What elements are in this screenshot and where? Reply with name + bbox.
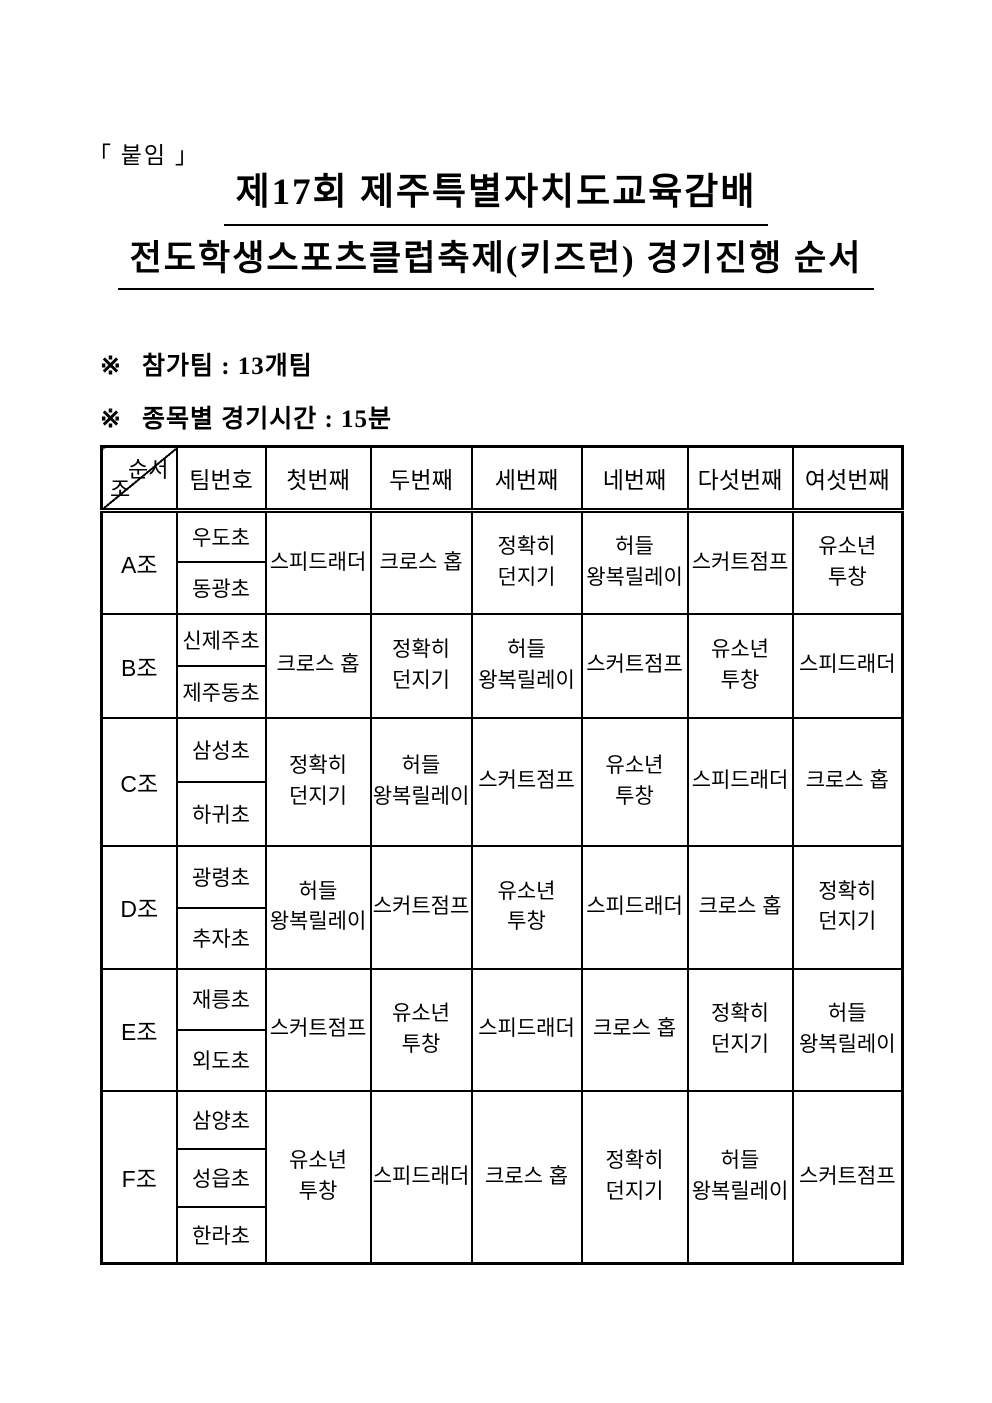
corner-cell: 순서 조 bbox=[100, 445, 178, 513]
event-cell: 유소년 투창 bbox=[264, 1089, 372, 1265]
team-cell: 제주동초 bbox=[175, 664, 267, 719]
column-header-third: 세번째 bbox=[470, 445, 583, 513]
column-header-first: 첫번째 bbox=[264, 445, 372, 513]
column-header-sixth: 여섯번째 bbox=[791, 445, 904, 513]
column-header-second: 두번째 bbox=[369, 445, 473, 513]
table-row: D조 광령초 허들 왕복릴레이 스커트점프 유소년 투창 스피드래더 크로스 홉… bbox=[100, 844, 904, 970]
event-cell: 정확히 던지기 bbox=[791, 844, 904, 970]
corner-label-group: 조 bbox=[110, 477, 131, 502]
event-cell: 정확히 던지기 bbox=[369, 612, 473, 719]
team-cell: 외도초 bbox=[175, 1028, 267, 1092]
event-cell: 허들 왕복릴레이 bbox=[369, 716, 473, 847]
attachment-label: 「 붙임 」 bbox=[88, 143, 200, 168]
event-cell: 유소년 투창 bbox=[580, 716, 689, 847]
event-cell: 크로스 홉 bbox=[791, 716, 904, 847]
group-name-cell: E조 bbox=[100, 967, 178, 1092]
event-cell: 정확히 던지기 bbox=[264, 716, 372, 847]
team-cell: 삼양초 bbox=[175, 1089, 267, 1150]
notes-section: ※ 참가팀 : 13개팀 ※ 종목별 경기시간 : 15분 bbox=[100, 346, 392, 452]
reference-mark-icon: ※ bbox=[100, 353, 122, 380]
event-cell: 허들 왕복릴레이 bbox=[470, 612, 583, 719]
event-cell: 스피드래더 bbox=[470, 967, 583, 1092]
corner-label-order: 순서 bbox=[128, 457, 169, 482]
table-row: 동광초 bbox=[102, 560, 903, 615]
event-cell: 크로스 홉 bbox=[369, 509, 473, 615]
table-row: C조 삼성초 정확히 던지기 허들 왕복릴레이 스커트점프 유소년 투창 스피드… bbox=[100, 716, 904, 847]
page-title-line2: 전도학생스포츠클럽축제(키즈런) 경기진행 순서 bbox=[117, 239, 875, 290]
event-cell: 유소년 투창 bbox=[686, 612, 794, 719]
team-cell: 우도초 bbox=[175, 509, 267, 563]
event-cell: 허들 왕복릴레이 bbox=[580, 509, 689, 615]
group-name-cell: A조 bbox=[100, 509, 178, 615]
event-cell: 크로스 홉 bbox=[580, 967, 689, 1092]
event-cell: 유소년 투창 bbox=[470, 844, 583, 970]
group-name-cell: F조 bbox=[100, 1089, 178, 1265]
event-cell: 크로스 홉 bbox=[470, 1089, 583, 1265]
reference-mark-icon: ※ bbox=[100, 406, 122, 433]
event-cell: 스피드래더 bbox=[369, 1089, 473, 1265]
team-cell: 하귀초 bbox=[175, 780, 267, 847]
team-cell: 재릉초 bbox=[175, 967, 267, 1031]
event-cell: 정확히 던지기 bbox=[686, 967, 794, 1092]
page-title-line1: 제17회 제주특별자치도교육감배 bbox=[223, 172, 769, 226]
event-cell: 스피드래더 bbox=[580, 844, 689, 970]
title-block: 제17회 제주특별자치도교육감배 전도학생스포츠클럽축제(키즈런) 경기진행 순… bbox=[0, 172, 992, 290]
column-header-fourth: 네번째 bbox=[580, 445, 689, 513]
event-cell: 정확히 던지기 bbox=[580, 1089, 689, 1265]
group-name-cell: D조 bbox=[100, 844, 178, 970]
table-row: 성읍초 bbox=[102, 1147, 903, 1208]
group-name-cell: C조 bbox=[100, 716, 178, 847]
event-cell: 크로스 홉 bbox=[686, 844, 794, 970]
event-cell: 스커트점프 bbox=[470, 716, 583, 847]
table-row: 한라초 bbox=[102, 1205, 903, 1265]
event-cell: 허들 왕복릴레이 bbox=[686, 1089, 794, 1265]
note-participants-text: 참가팀 : 13개팀 bbox=[141, 353, 313, 380]
event-cell: 정확히 던지기 bbox=[470, 509, 583, 615]
event-cell: 스커트점프 bbox=[686, 509, 794, 615]
table-row: 제주동초 bbox=[102, 664, 903, 719]
team-cell: 신제주초 bbox=[175, 612, 267, 667]
event-cell: 유소년 투창 bbox=[791, 509, 904, 615]
column-header-fifth: 다섯번째 bbox=[686, 445, 794, 513]
header-row: 순서 조 팀번호 첫번째 두번째 세번째 네번째 다섯번째 여섯번째 bbox=[100, 445, 904, 513]
schedule-table: 순서 조 팀번호 첫번째 두번째 세번째 네번째 다섯번째 여섯번째 A조 우도… bbox=[100, 445, 904, 1265]
team-cell: 삼성초 bbox=[175, 716, 267, 783]
event-cell: 허들 왕복릴레이 bbox=[791, 967, 904, 1092]
event-cell: 스커트점프 bbox=[264, 967, 372, 1092]
event-cell: 스커트점프 bbox=[580, 612, 689, 719]
note-participants: ※ 참가팀 : 13개팀 bbox=[100, 346, 392, 382]
table-row: B조 신제주초 크로스 홉 정확히 던지기 허들 왕복릴레이 스커트점프 유소년… bbox=[100, 612, 904, 719]
event-cell: 유소년 투창 bbox=[369, 967, 473, 1092]
table-row: 추자초 bbox=[102, 906, 903, 970]
table-row: 외도초 bbox=[102, 1028, 903, 1092]
table-row: F조 삼양초 유소년 투창 스피드래더 크로스 홉 정확히 던지기 허들 왕복릴… bbox=[100, 1089, 904, 1265]
event-cell: 크로스 홉 bbox=[264, 612, 372, 719]
event-cell: 스피드래더 bbox=[686, 716, 794, 847]
group-name-cell: B조 bbox=[100, 612, 178, 719]
team-cell: 광령초 bbox=[175, 844, 267, 909]
event-cell: 스피드래더 bbox=[791, 612, 904, 719]
table-row: A조 우도초 스피드래더 크로스 홉 정확히 던지기 허들 왕복릴레이 스커트점… bbox=[100, 509, 904, 615]
table-row: E조 재릉초 스커트점프 유소년 투창 스피드래더 크로스 홉 정확히 던지기 … bbox=[100, 967, 904, 1092]
team-cell: 한라초 bbox=[175, 1205, 267, 1265]
team-cell: 추자초 bbox=[175, 906, 267, 970]
event-cell: 스커트점프 bbox=[791, 1089, 904, 1265]
column-header-team-number: 팀번호 bbox=[175, 445, 267, 513]
team-cell: 동광초 bbox=[175, 560, 267, 615]
note-duration-text: 종목별 경기시간 : 15분 bbox=[141, 406, 393, 433]
event-cell: 허들 왕복릴레이 bbox=[264, 844, 372, 970]
event-cell: 스커트점프 bbox=[369, 844, 473, 970]
note-duration: ※ 종목별 경기시간 : 15분 bbox=[100, 399, 392, 435]
team-cell: 성읍초 bbox=[175, 1147, 267, 1208]
table-row: 하귀초 bbox=[102, 780, 903, 847]
event-cell: 스피드래더 bbox=[264, 509, 372, 615]
